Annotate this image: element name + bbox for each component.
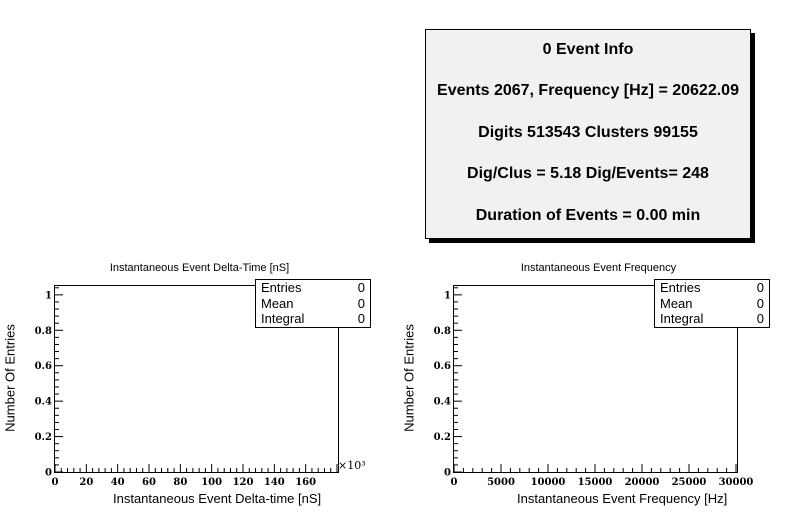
y-tick-label: 1 (444, 290, 451, 301)
x-tick-label: 140 (264, 477, 285, 488)
delta-time-axes: 0 0.2 0.4 0.6 0.8 1 0 20 40 60 80 100 120 140 160 (35, 287, 338, 488)
x-tick-label: 30000 (719, 477, 754, 488)
y-tick-label: 0.6 (434, 361, 451, 372)
x-axis-title: Instantaneous Event Delta-time [nS] (113, 491, 322, 506)
stats-integral-label: Integral (660, 311, 704, 326)
info-events-frequency: Events 2067, Frequency [Hz] = 20622.09 (437, 82, 739, 99)
stats-integral-value: 0 (357, 311, 365, 326)
y-tick-label: 0.6 (35, 361, 52, 372)
chart-title: Instantaneous Event Delta-Time [nS] (109, 262, 290, 274)
y-tick-label: 0.8 (434, 326, 451, 337)
stats-entries-value: 0 (756, 280, 764, 295)
stats-mean-label: Mean (261, 296, 294, 311)
y-tick-label: 0.8 (35, 326, 52, 337)
x-tick-label: 15000 (578, 477, 613, 488)
stats-integral-label: Integral (261, 311, 305, 326)
x-tick-label: 0 (52, 477, 59, 488)
y-tick-label: 0.2 (35, 432, 52, 443)
y-tick-label: 1 (45, 290, 52, 301)
delta-time-histogram-panel: Instantaneous Event Delta-Time [nS] Numb… (0, 258, 399, 512)
x-tick-label: 40 (111, 477, 125, 488)
chart-title: Instantaneous Event Frequency (520, 262, 677, 274)
x-tick-label: 20 (79, 477, 93, 488)
x-tick-label: 20000 (625, 477, 660, 488)
x-tick-label: 120 (233, 477, 254, 488)
frequency-histogram-panel: Instantaneous Event Frequency Number Of … (399, 258, 798, 512)
stats-integral-value: 0 (756, 311, 764, 326)
stats-mean-value: 0 (756, 296, 764, 311)
x-tick-label: 60 (142, 477, 156, 488)
info-digits-clusters: Digits 513543 Clusters 99155 (478, 124, 698, 141)
x-tick-label: 0 (451, 477, 458, 488)
x-axis-title: Instantaneous Event Frequency [Hz] (517, 491, 728, 506)
stats-entries-label: Entries (261, 280, 302, 295)
info-dig-ratios: Dig/Clus = 5.18 Dig/Events= 248 (467, 165, 709, 182)
stats-entries-label: Entries (660, 280, 701, 295)
y-tick-label: 0.4 (35, 397, 52, 408)
info-duration: Duration of Events = 0.00 min (475, 207, 701, 224)
x-axis-multiplier: ×10³ (338, 459, 366, 472)
stats-box: Entries 0 Mean 0 Integral 0 (654, 279, 770, 328)
x-tick-label: 10000 (531, 477, 566, 488)
y-tick-label: 0 (45, 468, 52, 479)
y-tick-label: 0.2 (434, 432, 451, 443)
y-tick-label: 0 (444, 468, 451, 479)
x-tick-label: 80 (173, 477, 187, 488)
y-tick-label: 0.4 (434, 397, 451, 408)
info-title: 0 Event Info (542, 41, 634, 58)
x-tick-label: 25000 (672, 477, 707, 488)
stats-mean-value: 0 (357, 296, 365, 311)
stats-mean-label: Mean (660, 296, 693, 311)
event-info-box: 0 Event Info Events 2067, Frequency [Hz]… (425, 29, 751, 239)
x-tick-label: 160 (295, 477, 316, 488)
stats-box: Entries 0 Mean 0 Integral 0 (255, 279, 371, 328)
stats-entries-value: 0 (357, 280, 365, 295)
frequency-axes: 0 0.2 0.4 0.6 0.8 1 0 5000 10000 15000 20000 25000 3… (434, 287, 754, 488)
x-tick-label: 5000 (487, 477, 515, 488)
x-tick-label: 100 (201, 477, 222, 488)
